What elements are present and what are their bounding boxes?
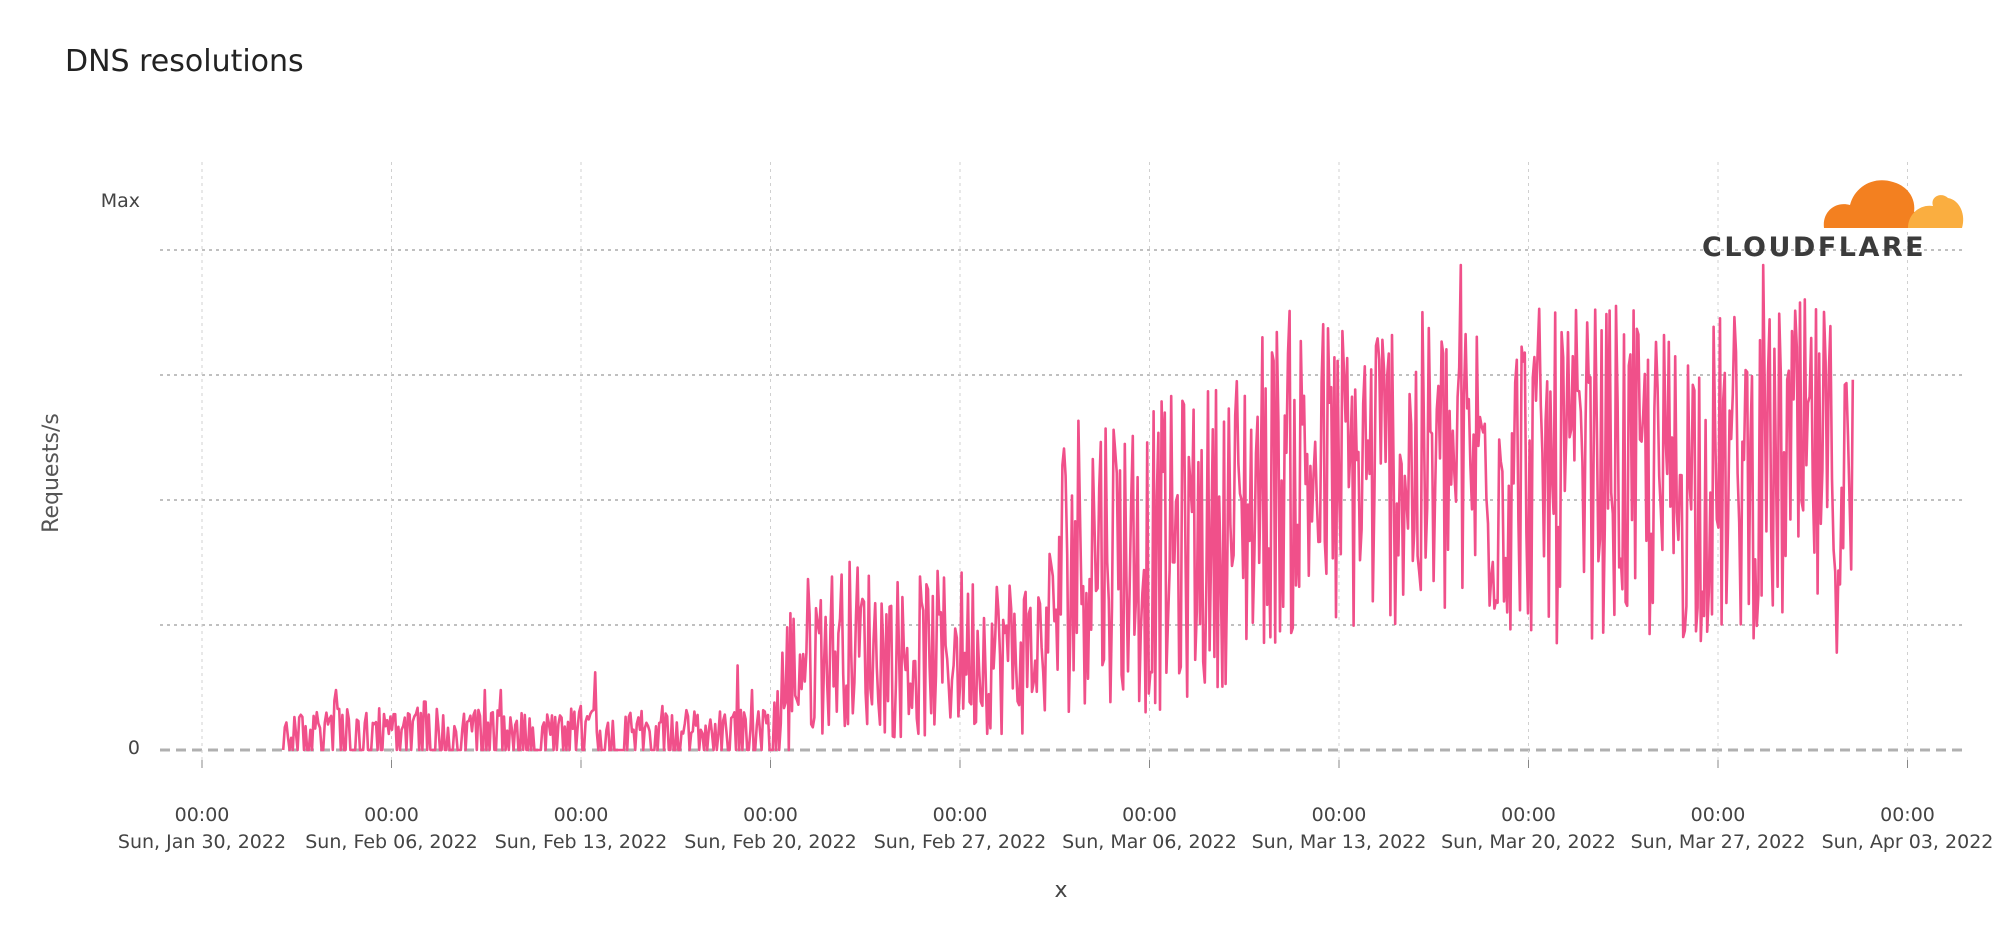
x-tick-time-6: 00:00: [1312, 804, 1367, 826]
x-tick-time-7: 00:00: [1501, 804, 1556, 826]
chart-title: DNS resolutions: [65, 44, 304, 79]
cloudflare-logo: CLOUDFLARE: [1702, 180, 1964, 263]
x-tick-date-6: Sun, Mar 13, 2022: [1252, 831, 1427, 853]
x-tick-time-5: 00:00: [1122, 804, 1177, 826]
x-tick-time-4: 00:00: [933, 804, 988, 826]
x-tick-time-2: 00:00: [554, 804, 609, 826]
series-layer: [281, 263, 1855, 752]
x-tick-time-1: 00:00: [364, 804, 419, 826]
x-tick-date-0: Sun, Jan 30, 2022: [118, 831, 286, 853]
x-axis-label: x: [1054, 878, 1067, 903]
cloudflare-cloud-small-icon: [1908, 195, 1964, 228]
x-tick-time-3: 00:00: [743, 804, 798, 826]
y-tick-label-max: Max: [101, 190, 140, 212]
y-axis-label: Requests/s: [39, 413, 64, 533]
x-tick-date-2: Sun, Feb 13, 2022: [495, 831, 668, 853]
x-tick-time-9: 00:00: [1880, 804, 1935, 826]
dns-resolutions-series-line: [281, 263, 1855, 752]
x-tick-date-4: Sun, Feb 27, 2022: [874, 831, 1047, 853]
x-tick-time-0: 00:00: [175, 804, 230, 826]
x-tick-date-1: Sun, Feb 06, 2022: [305, 831, 478, 853]
x-tick-date-5: Sun, Mar 06, 2022: [1062, 831, 1237, 853]
cloudflare-cloud-icon: [1823, 180, 1940, 228]
cloudflare-wordmark: CLOUDFLARE: [1702, 232, 1926, 263]
x-tick-date-3: Sun, Feb 20, 2022: [684, 831, 857, 853]
axis-layer: 00:00 Sun, Jan 30, 2022 00:00 Sun, Feb 06, …: [118, 760, 1993, 853]
x-tick-date-7: Sun, Mar 20, 2022: [1441, 831, 1616, 853]
x-tick-date-8: Sun, Mar 27, 2022: [1631, 831, 1806, 853]
x-tick-time-8: 00:00: [1691, 804, 1746, 826]
x-tick-date-9: Sun, Apr 03, 2022: [1822, 831, 1994, 853]
y-tick-label-zero: 0: [128, 737, 140, 759]
